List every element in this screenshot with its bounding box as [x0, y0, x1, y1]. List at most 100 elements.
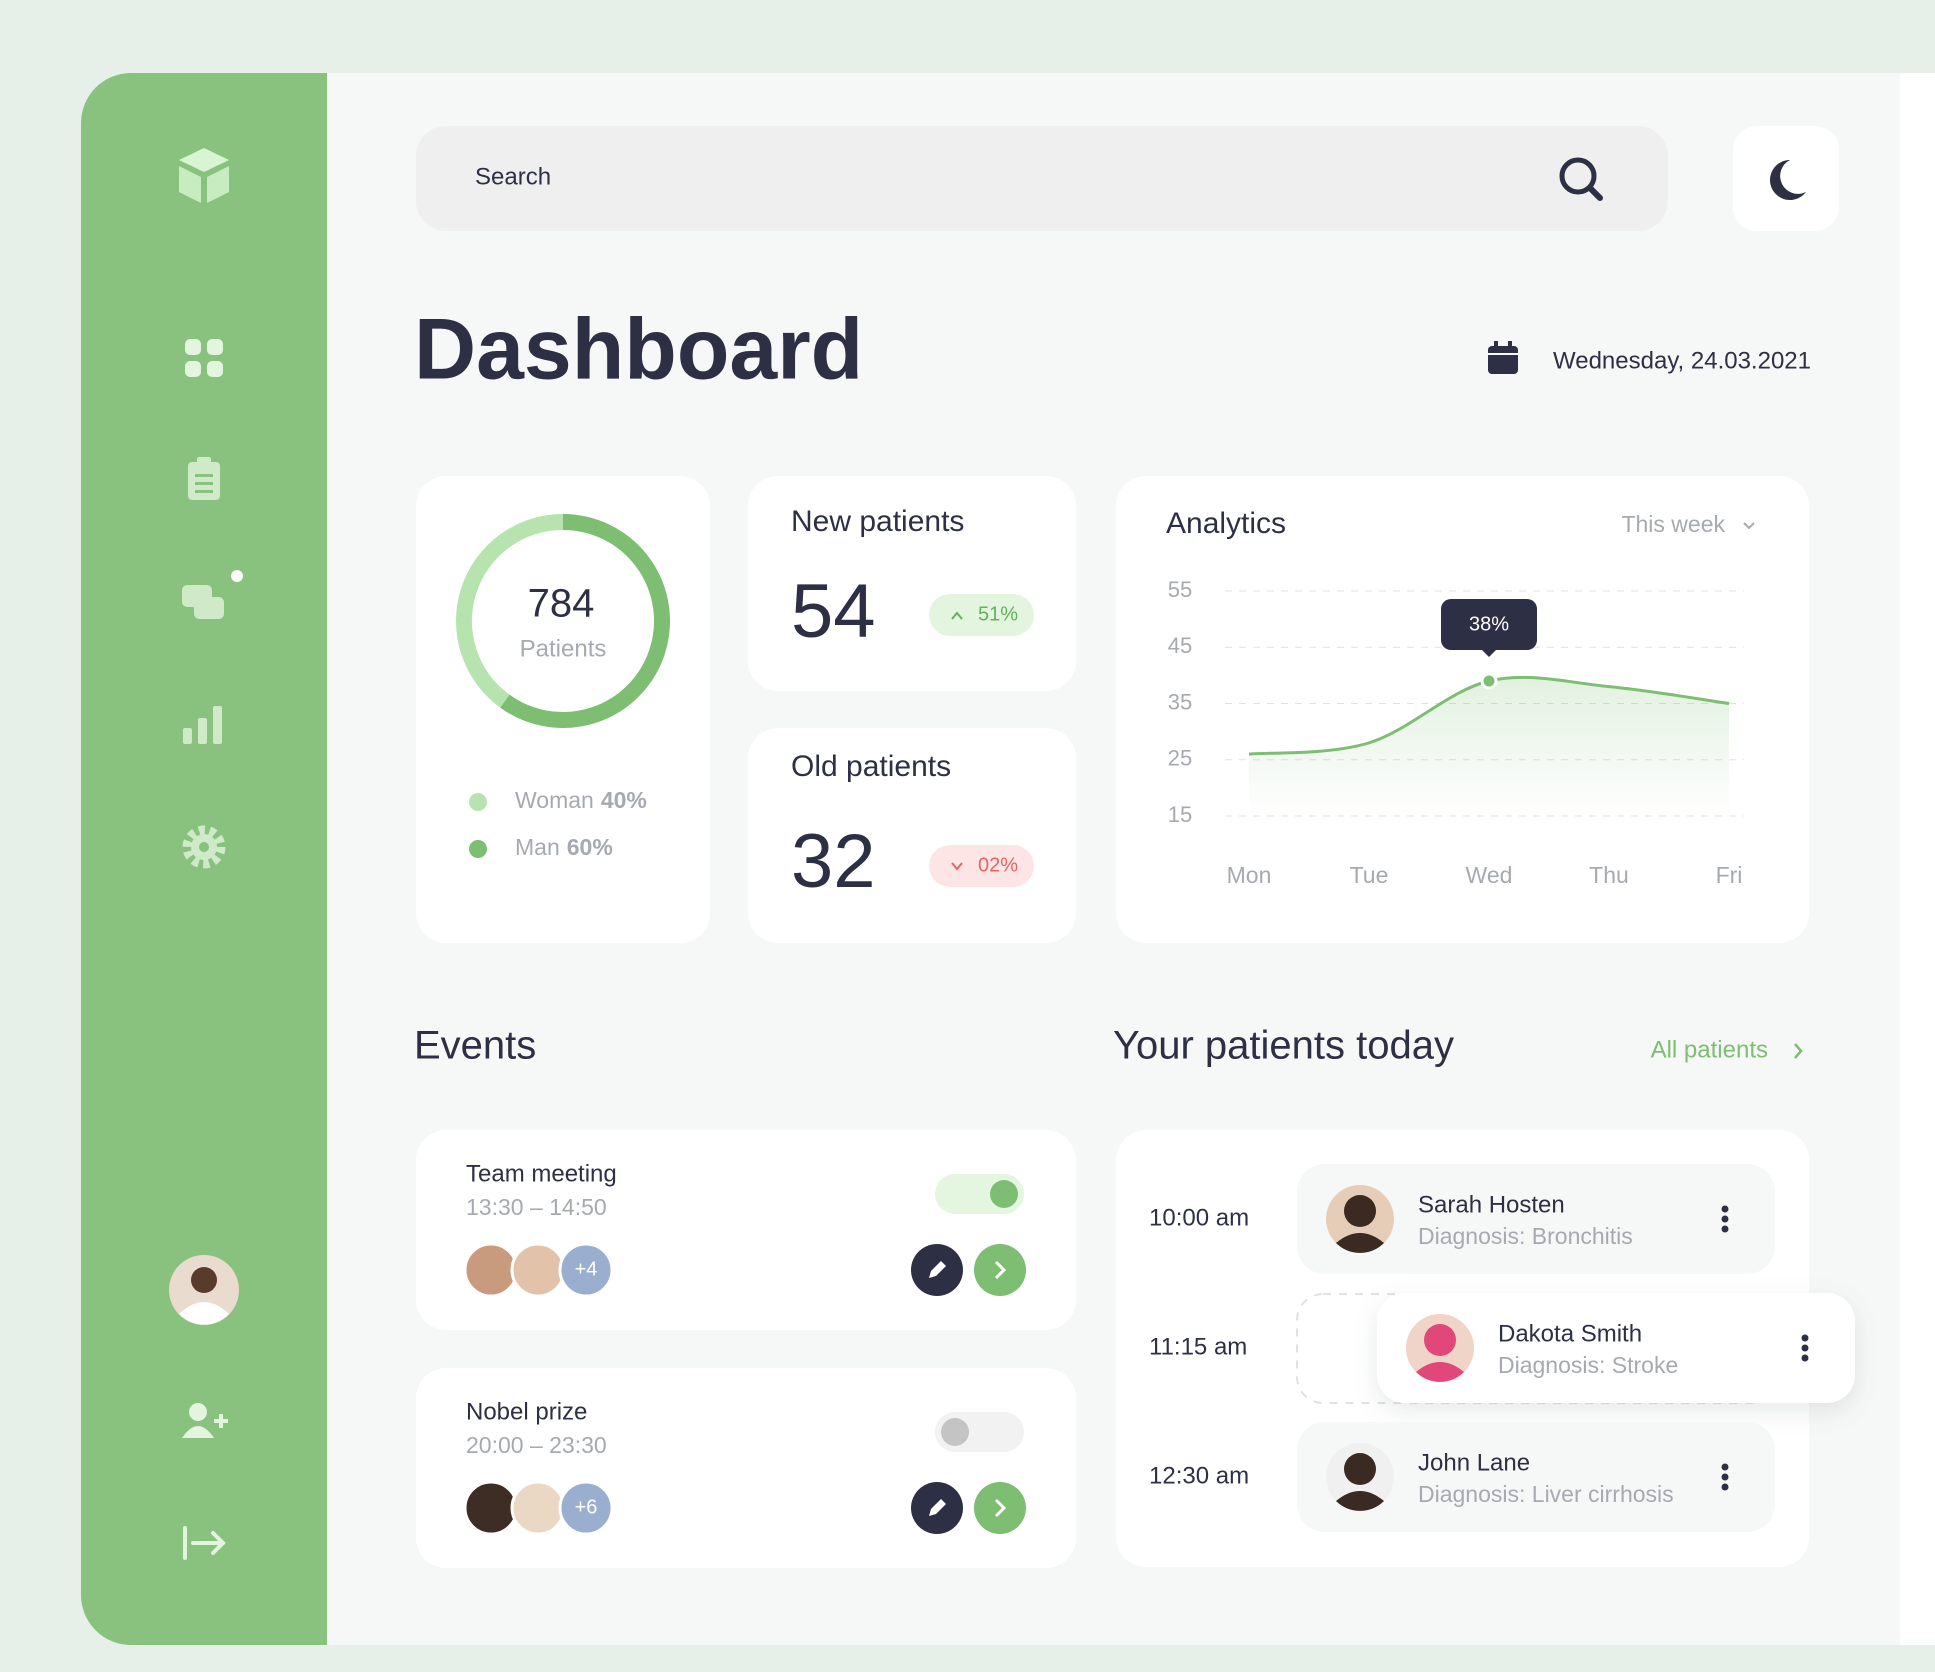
x-tick-label: Fri: [1716, 862, 1743, 888]
open-icon: [994, 1260, 1007, 1280]
y-tick-label: 55: [1168, 577, 1192, 602]
dashboard-icon[interactable]: [185, 339, 223, 377]
section-title: Your patients today: [1113, 1024, 1454, 1068]
appointment-time: 12:30 am: [1149, 1462, 1249, 1489]
patient-hair: [1344, 1453, 1376, 1485]
total-label: Patients: [520, 635, 607, 662]
patient-name: Dakota Smith: [1498, 1320, 1642, 1347]
legend-dot: [469, 793, 487, 811]
attendee-avatar: [463, 1480, 519, 1536]
appointment-time: 11:15 am: [1149, 1333, 1247, 1360]
legend-value: 60%: [567, 834, 613, 860]
menu-dot[interactable]: [1721, 1205, 1729, 1213]
patient-row[interactable]: [1377, 1293, 1855, 1403]
new-patients-card: [748, 476, 1076, 691]
y-tick-label: 35: [1168, 689, 1192, 714]
more-badge: [558, 1242, 614, 1298]
patient-name: Sarah Hosten: [1418, 1191, 1565, 1218]
legend-label: Man: [515, 834, 560, 860]
link-chevron: [1794, 1043, 1803, 1059]
tooltip-label: 38%: [1469, 613, 1509, 635]
stat-value: 32: [791, 819, 876, 904]
patient-body: [1416, 1362, 1464, 1382]
x-tick-label: Thu: [1589, 862, 1629, 888]
chart-title: Analytics: [1166, 507, 1286, 540]
patient-row[interactable]: [1297, 1422, 1775, 1532]
tooltip-tip: [1482, 650, 1496, 657]
y-tick-label: 15: [1168, 802, 1192, 827]
patient-row[interactable]: [1297, 1164, 1775, 1274]
patients-card: [416, 476, 710, 943]
clipboard-icon[interactable]: [188, 457, 220, 500]
menu-dot[interactable]: [1721, 1483, 1729, 1491]
point: [1480, 672, 1498, 690]
menu-dot[interactable]: [1721, 1463, 1729, 1471]
menu-dot[interactable]: [1801, 1344, 1809, 1352]
legend-value: 40%: [601, 787, 647, 813]
legend-dot: [469, 840, 487, 858]
change-badge: [929, 845, 1034, 887]
toggle-knob: [941, 1418, 969, 1446]
theme-button[interactable]: [1733, 126, 1839, 231]
moon-icon: [1770, 160, 1806, 200]
x-tick-label: Wed: [1466, 862, 1513, 888]
add-user-icon[interactable]: [182, 1403, 228, 1438]
menu-dot[interactable]: [1801, 1354, 1809, 1362]
y-tick-label: 25: [1168, 746, 1192, 771]
logo: [179, 148, 229, 203]
event-title: Team meeting: [466, 1160, 617, 1187]
all-patients-link[interactable]: All patients: [1651, 1036, 1768, 1063]
change-badge: [929, 594, 1034, 636]
more-badge: [558, 1480, 614, 1536]
donut-segment: [456, 514, 564, 708]
total-patients: 784: [528, 582, 595, 626]
up-caret: [951, 611, 963, 620]
edit-icon: [929, 1499, 946, 1516]
search-bar[interactable]: [416, 126, 1668, 231]
chat-icon[interactable]: [182, 570, 243, 619]
date: Wednesday, 24.03.2021: [1553, 347, 1811, 374]
settings-icon[interactable]: [182, 825, 226, 869]
logout-icon[interactable]: [183, 1526, 226, 1560]
patient-hair: [1424, 1324, 1456, 1356]
attendee-avatar: [510, 1242, 566, 1298]
event-time: 20:00 – 23:30: [466, 1432, 607, 1458]
old-patients-card: [748, 728, 1076, 943]
patient-diagnosis: Diagnosis: Bronchitis: [1418, 1223, 1633, 1249]
card-title: Old patients: [791, 750, 951, 783]
change-label: 51%: [978, 603, 1018, 625]
menu-dot[interactable]: [1721, 1225, 1729, 1233]
x-tick-label: Mon: [1227, 862, 1272, 888]
period-select[interactable]: This week: [1621, 511, 1725, 537]
toggle-knob: [990, 1180, 1018, 1208]
down-caret: [951, 862, 963, 871]
page-title: Dashboard: [414, 302, 863, 398]
patient-body: [1336, 1491, 1384, 1511]
open-button[interactable]: [974, 1244, 1026, 1296]
card-title: New patients: [791, 505, 964, 538]
appointment-time: 10:00 am: [1149, 1204, 1249, 1231]
more-count: +4: [575, 1258, 598, 1280]
search-placeholder: Search: [475, 163, 551, 190]
tooltip: [1441, 599, 1537, 650]
search-icon[interactable]: [1559, 157, 1603, 201]
y-tick-label: 45: [1168, 633, 1192, 658]
area: [1249, 677, 1729, 816]
event-time: 13:30 – 14:50: [466, 1194, 607, 1220]
menu-dot[interactable]: [1721, 1215, 1729, 1223]
event-title: Nobel prize: [466, 1398, 587, 1425]
attendee-avatar: [510, 1480, 566, 1536]
user-avatar[interactable]: [169, 1255, 239, 1325]
x-tick-label: Tue: [1350, 862, 1389, 888]
more-count: +6: [575, 1496, 598, 1518]
calendar-icon: [1488, 341, 1518, 374]
menu-dot[interactable]: [1801, 1334, 1809, 1342]
edit-icon: [929, 1261, 946, 1278]
menu-dot[interactable]: [1721, 1473, 1729, 1481]
patient-diagnosis: Diagnosis: Liver cirrhosis: [1418, 1481, 1674, 1507]
stats-icon[interactable]: [183, 706, 222, 744]
panel-edge: [1900, 73, 1935, 1645]
attendee-avatar: [463, 1242, 519, 1298]
open-button[interactable]: [974, 1482, 1026, 1534]
